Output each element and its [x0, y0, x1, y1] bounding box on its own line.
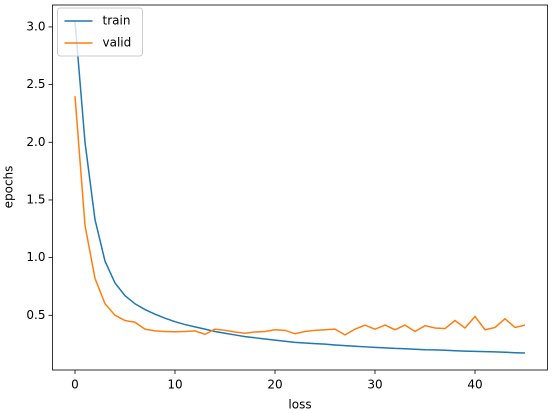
legend-label: valid	[103, 36, 132, 50]
y-tick-label: 1.0	[26, 250, 45, 264]
legend-label: train	[103, 14, 131, 28]
plot-frame	[52, 4, 548, 371]
y-tick-label: 0.5	[26, 308, 45, 322]
y-tick-label: 3.0	[26, 19, 45, 33]
y-tick-label: 2.5	[26, 77, 45, 91]
y-tick-label: 2.0	[26, 135, 45, 149]
x-tick-label: 0	[71, 378, 79, 392]
y-axis-label: epochs	[2, 166, 16, 209]
x-tick-label: 30	[367, 378, 382, 392]
x-tick-label: 20	[267, 378, 282, 392]
x-tick-label: 40	[467, 378, 482, 392]
y-tick-label: 1.5	[26, 192, 45, 206]
x-tick-label: 10	[167, 378, 182, 392]
legend-box	[57, 7, 143, 57]
series-line	[74, 96, 526, 336]
x-axis-label: loss	[288, 398, 311, 412]
series-line	[74, 21, 526, 354]
